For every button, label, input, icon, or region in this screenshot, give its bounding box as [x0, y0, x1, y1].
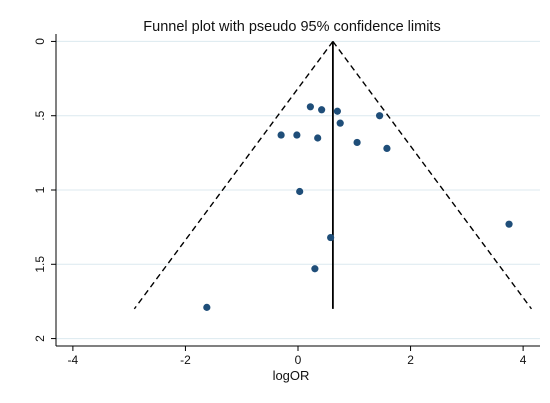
- funnel-limit-lines: [133, 41, 533, 310]
- data-point-1: [318, 106, 326, 114]
- upper-confidence-limit-line: [332, 41, 533, 310]
- data-point-13: [311, 265, 319, 273]
- data-point-10: [296, 187, 304, 196]
- data-point-5: [277, 131, 285, 139]
- x-tick-label-2: 0: [295, 353, 302, 367]
- x-tick-label-3: 2: [407, 353, 414, 367]
- x-axis-title: logOR: [273, 368, 310, 383]
- y-tick-label-0: 0: [33, 38, 47, 45]
- y-tick-label-1: .5: [33, 110, 47, 120]
- data-point-0: [306, 103, 314, 111]
- y-tick-label-2: 1: [33, 186, 47, 193]
- data-point-14: [203, 303, 211, 311]
- x-tick-label-4: 4: [520, 353, 527, 367]
- data-point-3: [336, 119, 344, 127]
- data-point-8: [353, 138, 361, 147]
- x-tick-label-1: -2: [180, 353, 191, 367]
- data-point-11: [505, 220, 513, 228]
- y-tick-label-3: 1.5: [33, 256, 47, 273]
- axes: [51, 34, 540, 351]
- data-point-2: [333, 107, 341, 115]
- x-tick-label-0: -4: [68, 353, 79, 367]
- lower-confidence-limit-line: [133, 41, 334, 310]
- data-points: [203, 103, 513, 311]
- chart-title: Funnel plot with pseudo 95% confidence l…: [143, 19, 440, 35]
- data-point-12: [327, 233, 335, 242]
- y-tick-label-4: 2: [33, 335, 47, 342]
- data-point-7: [314, 134, 322, 142]
- data-point-6: [293, 131, 301, 139]
- data-point-9: [383, 144, 391, 152]
- data-point-4: [376, 112, 384, 120]
- tick-labels: -4 -2 0 2 4 0 .5 1 1.5 2: [33, 38, 527, 367]
